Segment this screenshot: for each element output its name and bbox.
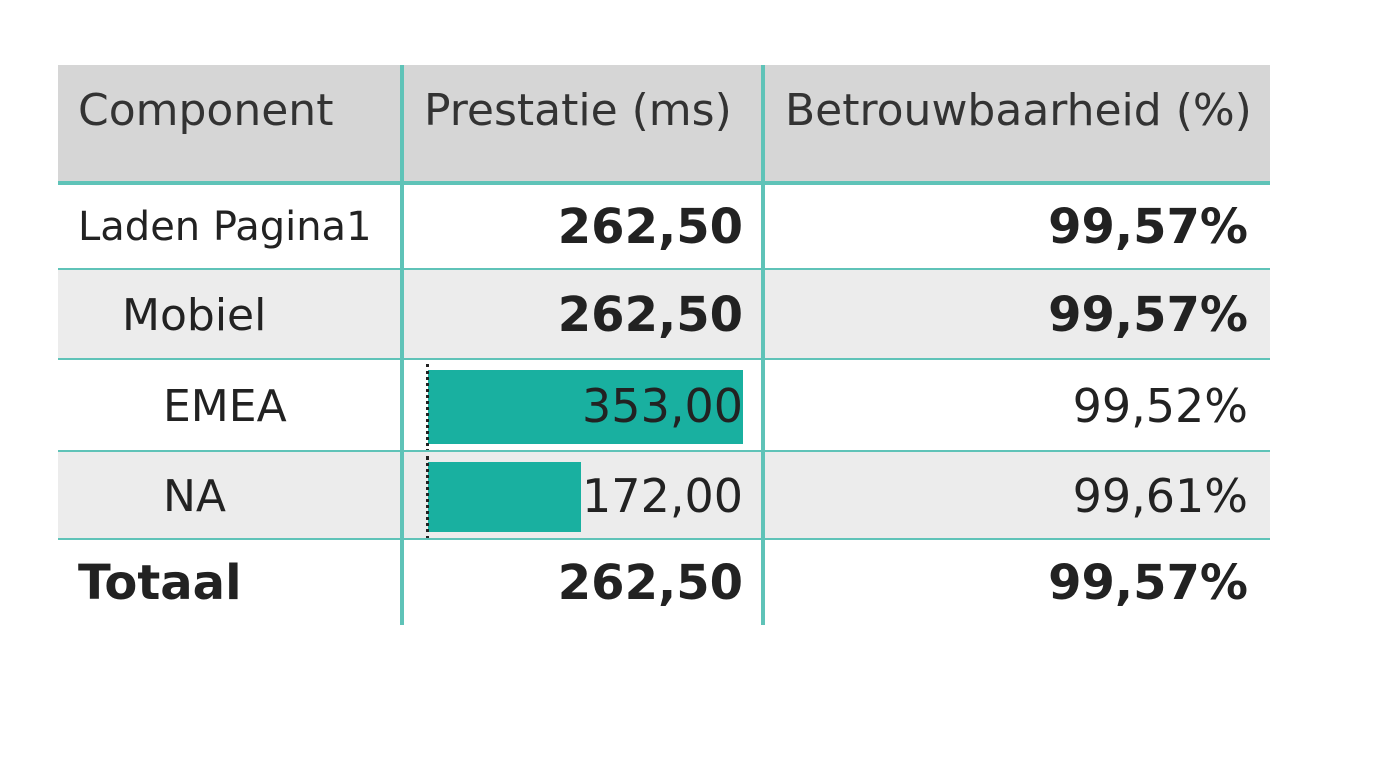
cell-value: 353,00 [582,379,743,433]
row-label: Laden Pagina1 [78,203,372,250]
column-header: Component [78,84,334,136]
header-background [58,65,1270,183]
row-background [58,183,1270,270]
column-header: Prestatie (ms) [424,84,732,136]
data-bar [428,370,743,444]
row-background [58,452,1270,540]
row-label: Mobiel [122,289,267,341]
bar-axis [426,364,429,452]
row-label: NA [163,470,227,522]
cell-value: 99,57% [1048,554,1248,611]
row-background [58,540,1270,625]
cell-value: 99,57% [1048,287,1248,343]
column-separator [400,65,404,625]
column-header: Betrouwbaarheid (%) [785,84,1252,136]
cell-value: 99,57% [1048,198,1248,255]
cell-value: 262,50 [557,198,743,255]
column-separator [761,65,765,625]
row-label: EMEA [163,380,287,432]
row-label: Totaal [78,554,242,611]
header-separator [58,181,1270,185]
cell-value: 262,50 [557,287,743,343]
cell-value: 99,61% [1072,469,1248,523]
cell-value: 262,50 [557,554,743,611]
bar-axis [426,456,429,540]
data-bar [428,462,582,532]
row-background [58,270,1270,360]
cell-value: 172,00 [582,469,743,523]
cell-value: 99,52% [1072,379,1248,433]
